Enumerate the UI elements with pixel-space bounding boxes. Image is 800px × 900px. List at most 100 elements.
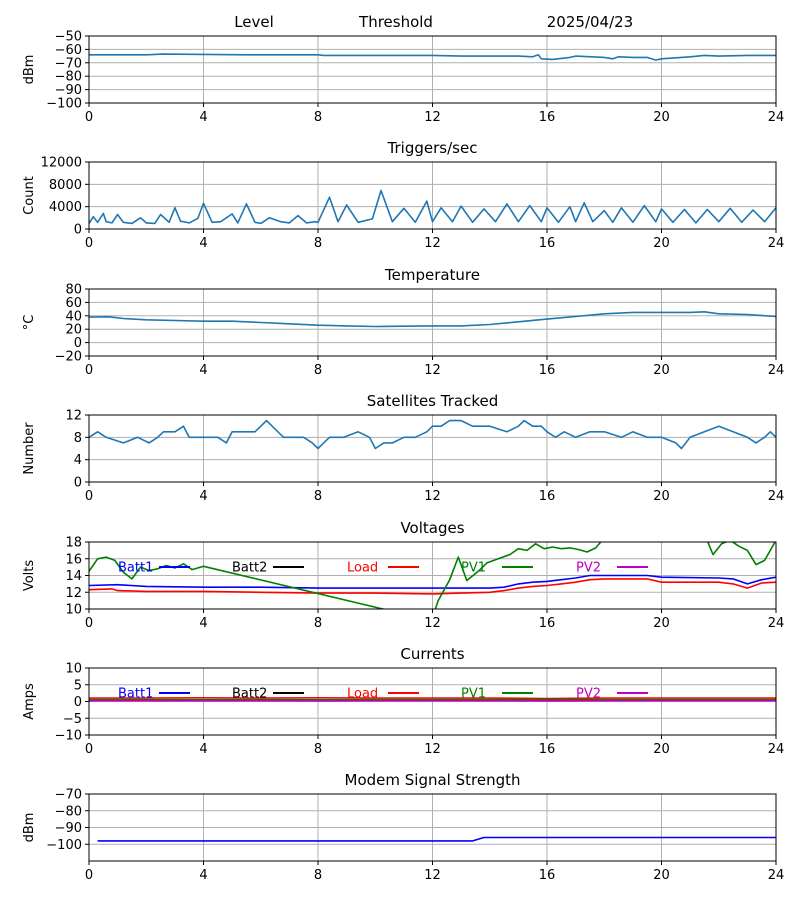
x-tick-label: 16 xyxy=(539,236,556,251)
chart-title: Satellites Tracked xyxy=(367,392,498,410)
x-tick-label: 8 xyxy=(314,616,322,631)
x-tick-label: 16 xyxy=(539,742,556,757)
y-tick-label: −100 xyxy=(46,838,82,853)
legend-label-load: Load xyxy=(347,687,378,702)
y-tick-label: −100 xyxy=(46,97,82,112)
series-line-0 xyxy=(89,419,776,450)
x-tick-label: 12 xyxy=(424,868,441,883)
x-tick-label: 20 xyxy=(653,489,670,504)
y-axis-label: Amps xyxy=(22,683,37,720)
series-line-load xyxy=(89,578,776,595)
y-axis-label: dBm xyxy=(22,55,37,85)
x-tick-label: 24 xyxy=(768,489,785,504)
x-tick-label: 4 xyxy=(199,110,207,125)
y-axis-label: °C xyxy=(22,315,37,331)
x-tick-label: 24 xyxy=(768,742,785,757)
y-tick-label: 8 xyxy=(74,431,82,446)
series-line-batt1 xyxy=(89,574,776,589)
x-tick-label: 20 xyxy=(653,236,670,251)
y-axis-label: Volts xyxy=(22,560,37,592)
y-tick-label: −20 xyxy=(55,350,82,365)
legend-label-pv1: PV1 xyxy=(461,561,486,576)
x-tick-label: 0 xyxy=(85,616,93,631)
y-tick-label: 14 xyxy=(65,569,82,584)
x-tick-label: 24 xyxy=(768,868,785,883)
legend-label-batt1: Batt1 xyxy=(118,561,153,576)
legend-label-pv2: PV2 xyxy=(576,561,601,576)
legend-label-load: Load xyxy=(347,561,378,576)
x-tick-label: 4 xyxy=(199,616,207,631)
y-tick-label: 0 xyxy=(74,695,82,710)
x-tick-label: 20 xyxy=(653,616,670,631)
legend-label-batt2: Batt2 xyxy=(232,687,267,702)
y-tick-label: 40 xyxy=(65,309,82,324)
chart-panel-6: 0 4 8 12 16 20 24 −100 −90 −80−70 Modem Signal Str… xyxy=(22,771,784,883)
y-axis-label: Number xyxy=(22,422,37,475)
x-tick-label: 20 xyxy=(653,868,670,883)
x-tick-label: 8 xyxy=(314,236,322,251)
y-tick-label: 80 xyxy=(65,283,82,298)
y-tick-label: −70 xyxy=(55,56,82,71)
legend-label-pv1: PV1 xyxy=(461,687,486,702)
x-tick-label: 0 xyxy=(85,236,93,251)
chart-title: Currents xyxy=(400,645,464,663)
header-threshold: Threshold xyxy=(358,13,433,31)
x-tick-label: 12 xyxy=(424,363,441,378)
x-tick-label: 20 xyxy=(653,110,670,125)
chart-title: Triggers/sec xyxy=(387,139,478,157)
x-tick-label: 16 xyxy=(539,110,556,125)
y-tick-label: −80 xyxy=(55,804,82,819)
x-tick-label: 20 xyxy=(653,742,670,757)
y-tick-label: −90 xyxy=(55,83,82,98)
y-tick-label: 16 xyxy=(65,552,82,567)
x-tick-label: 8 xyxy=(314,489,322,504)
x-tick-label: 16 xyxy=(539,489,556,504)
x-tick-label: 24 xyxy=(768,236,785,251)
y-tick-label: 12 xyxy=(65,409,82,424)
y-tick-label: −50 xyxy=(55,30,82,45)
y-tick-label: 10 xyxy=(65,603,82,618)
y-tick-label: 20 xyxy=(65,323,82,338)
y-tick-label: −90 xyxy=(55,821,82,836)
x-tick-label: 12 xyxy=(424,489,441,504)
x-tick-label: 0 xyxy=(85,742,93,757)
chart-panel-0: 0 4 8 12 16 20 24 −100−90−80−70−60−50 dBm xyxy=(22,30,784,126)
x-tick-label: 4 xyxy=(199,742,207,757)
y-tick-label: 0 xyxy=(74,223,82,238)
chart-title: Modem Signal Strength xyxy=(345,771,521,789)
y-tick-label: 5 xyxy=(74,678,82,693)
header-date: 2025/04/23 xyxy=(547,13,633,31)
y-tick-label: 0 xyxy=(74,336,82,351)
series-line-0 xyxy=(89,189,776,225)
x-tick-label: 12 xyxy=(424,236,441,251)
x-tick-label: 12 xyxy=(424,110,441,125)
x-tick-label: 0 xyxy=(85,363,93,378)
x-tick-label: 16 xyxy=(539,363,556,378)
x-tick-label: 24 xyxy=(768,110,785,125)
y-tick-label: 4000 xyxy=(49,200,82,215)
series-line-0 xyxy=(89,53,776,61)
y-axis-label: dBm xyxy=(22,813,37,843)
y-tick-label: 12 xyxy=(65,586,82,601)
series-line-pv1 xyxy=(89,542,776,609)
chart-panel-1: 0 4 8 12 16 20 24 0 4000 8000 12000 Triggers/sec Cou… xyxy=(22,139,784,251)
y-tick-label: 0 xyxy=(74,476,82,491)
x-tick-label: 4 xyxy=(199,868,207,883)
chart-panel-3: 0 4 8 12 16 20 24 0 4 8 12 Satellites Tracked Number xyxy=(22,392,784,504)
legend-label-batt1: Batt1 xyxy=(118,687,153,702)
x-tick-label: 12 xyxy=(424,616,441,631)
x-tick-label: 8 xyxy=(314,363,322,378)
y-tick-label: 4 xyxy=(74,453,82,468)
x-tick-label: 0 xyxy=(85,489,93,504)
x-tick-label: 0 xyxy=(85,110,93,125)
x-tick-label: 24 xyxy=(768,363,785,378)
x-tick-label: 8 xyxy=(314,110,322,125)
x-tick-label: 4 xyxy=(199,363,207,378)
series-line-load xyxy=(89,697,776,700)
y-tick-label: −80 xyxy=(55,70,82,85)
